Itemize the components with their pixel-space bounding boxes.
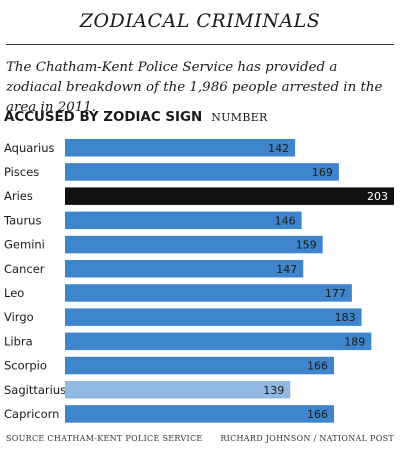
category-label-capricorn: Capricorn	[4, 407, 59, 421]
category-label-sagittarius: Sagittarius	[4, 383, 66, 397]
value-label-scorpio: 166	[307, 360, 328, 373]
value-label-cancer: 147	[276, 263, 297, 276]
value-label-taurus: 146	[275, 214, 296, 227]
bar-scorpio	[65, 356, 335, 375]
category-label-virgo: Virgo	[4, 310, 34, 324]
bar-capricorn	[65, 405, 335, 423]
bar-chart: Aquarius 142 Pisces 169 Aries 203 Taurus 146 Gem…	[3, 139, 394, 423]
bar-aries	[65, 187, 394, 205]
value-label-pisces: 169	[312, 166, 333, 179]
category-label-cancer: Cancer	[4, 262, 45, 276]
value-label-aries: 203	[367, 190, 388, 203]
bar-libra	[65, 332, 372, 351]
bar-aquarius	[65, 139, 296, 157]
category-label-leo: Leo	[4, 286, 24, 300]
chart-subtitle: The Chatham-Kent Police Service has prov…	[6, 60, 383, 115]
section-heading: ACCUSED BY ZODIAC SIGN NUMBER	[4, 106, 268, 125]
section-title: ACCUSED BY ZODIAC SIGN	[4, 110, 203, 125]
category-label-aquarius: Aquarius	[4, 141, 55, 155]
value-label-virgo: 183	[335, 311, 356, 324]
value-label-sagittarius: 139	[263, 384, 284, 397]
credit-note: RICHARD JOHNSON / NATIONAL POST	[220, 434, 394, 443]
source-note: SOURCE CHATHAM-KENT POLICE SERVICE	[6, 434, 203, 443]
bar-cancer	[65, 260, 304, 278]
value-label-libra: 189	[344, 335, 365, 348]
title-divider	[6, 44, 394, 45]
chart-title: ZODIACAL CRIMINALS	[79, 10, 321, 32]
category-label-taurus: Taurus	[3, 213, 41, 227]
value-label-capricorn: 166	[307, 408, 328, 421]
bar-virgo	[65, 308, 362, 326]
bar-gemini	[65, 235, 323, 254]
unit-label: NUMBER	[211, 111, 268, 124]
category-label-pisces: Pisces	[4, 165, 39, 179]
value-label-leo: 177	[325, 287, 346, 300]
category-label-libra: Libra	[4, 334, 33, 348]
bar-leo	[65, 284, 352, 302]
bar-taurus	[65, 211, 302, 230]
value-label-gemini: 159	[296, 239, 317, 252]
bar-pisces	[65, 163, 339, 181]
category-label-gemini: Gemini	[4, 238, 45, 252]
category-label-aries: Aries	[4, 189, 33, 203]
bar-sagittarius	[65, 381, 291, 399]
value-label-aquarius: 142	[268, 142, 289, 155]
category-label-scorpio: Scorpio	[4, 359, 47, 373]
